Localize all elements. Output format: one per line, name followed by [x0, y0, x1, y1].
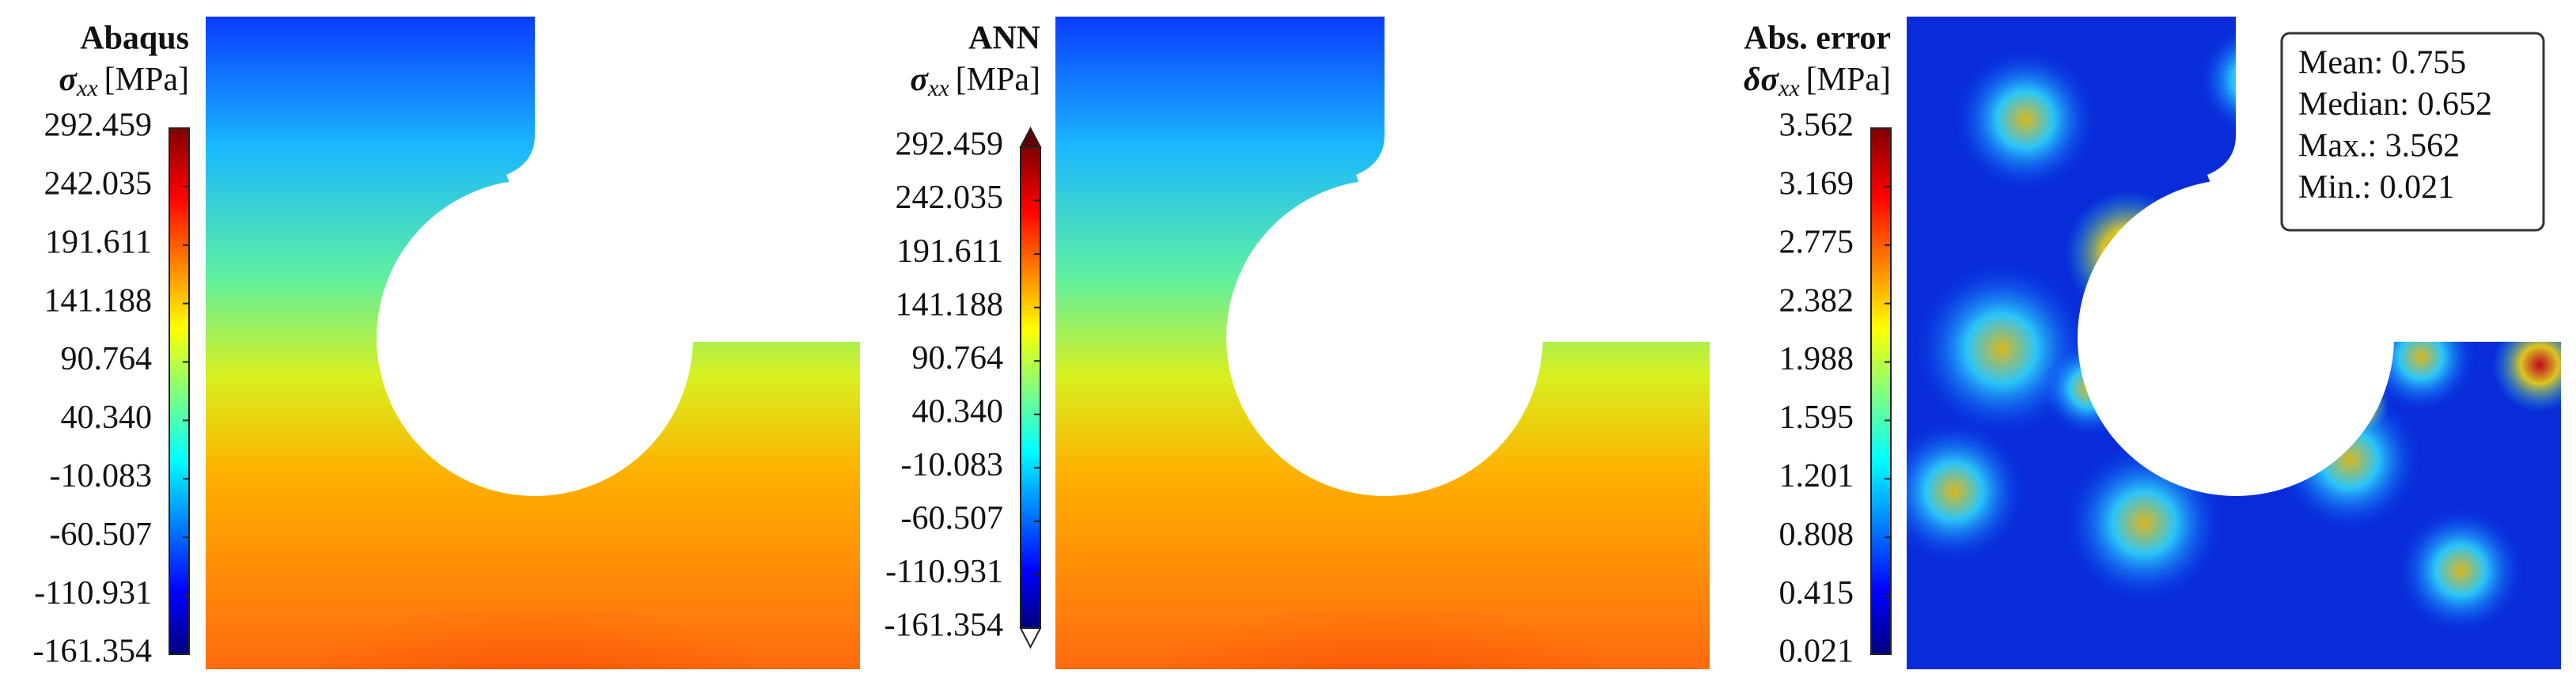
- subscript: xx: [76, 75, 98, 101]
- error-hotspot: [1954, 48, 2097, 191]
- field-plot: [1052, 17, 1717, 693]
- panel-title: ANN: [968, 21, 1040, 57]
- colorbar-extend: [1019, 126, 1042, 148]
- tick-label: 90.764: [912, 340, 1004, 377]
- error-hotspot: [2492, 317, 2576, 412]
- tick-label: -110.931: [885, 554, 1003, 590]
- unit: [MPa]: [956, 62, 1040, 98]
- panel: ANN σxx [MPa] 292.459 242.035 191.611 141.188 9…: [885, 17, 1717, 693]
- error-hotspot: [2397, 507, 2524, 634]
- field-plot: [1883, 17, 2576, 669]
- error-hotspot: [2065, 191, 2191, 317]
- tick-label: 2.382: [1779, 282, 1854, 319]
- stat-line: Median: 0.652: [2298, 86, 2492, 123]
- tick-label: 292.459: [896, 127, 1004, 163]
- stat-line: Min.: 0.021: [2298, 169, 2454, 206]
- colorbar-extend: [1019, 627, 1042, 649]
- panel-title: Abaqus: [80, 21, 189, 57]
- tick-label: 0.415: [1779, 575, 1854, 612]
- tick-label: 0.021: [1779, 634, 1854, 670]
- field-hot: [203, 408, 867, 693]
- symbol: σ: [910, 62, 929, 98]
- tick-label: 0.808: [1779, 517, 1854, 553]
- tick-label: -10.083: [901, 447, 1004, 483]
- colorbar: [169, 127, 190, 655]
- tick-label: 1.201: [1779, 458, 1854, 494]
- tick-label: 40.340: [61, 400, 153, 436]
- tick-label: 141.188: [896, 286, 1004, 323]
- subscript: xx: [1778, 75, 1800, 101]
- colorbar: [1020, 146, 1041, 629]
- quantity-label: σxx [MPa]: [910, 62, 1040, 101]
- tick-label: 90.764: [61, 341, 153, 377]
- error-hotspot: [2326, 373, 2389, 436]
- tick-label: 191.611: [45, 224, 152, 260]
- colorbar: [1870, 127, 1892, 655]
- unit: [MPa]: [104, 62, 189, 98]
- error-hotspot: [2041, 341, 2136, 436]
- error-hotspot: [2065, 444, 2223, 602]
- symbol: σ: [59, 62, 78, 98]
- tick-label: 1.595: [1779, 400, 1854, 436]
- tick-label: 191.611: [896, 233, 1003, 270]
- tick-label: -161.354: [885, 608, 1004, 644]
- tick-label: 3.562: [1779, 108, 1854, 144]
- tick-label: -60.507: [901, 501, 1004, 537]
- tick-label: 40.340: [912, 393, 1004, 430]
- panel-title: Abs. error: [1744, 21, 1891, 57]
- tick-label: -10.083: [50, 458, 153, 494]
- tick-label: -161.354: [33, 634, 153, 670]
- symbol: δσ: [1744, 62, 1780, 98]
- stats: Mean: 0.755 Median: 0.652 Max.: 3.562 Min.:…: [2298, 45, 2492, 206]
- tick-label: 3.169: [1779, 166, 1854, 203]
- field-plot: [203, 17, 867, 693]
- unit: [MPa]: [1806, 62, 1891, 98]
- tick-label: 2.775: [1779, 224, 1854, 260]
- error-hotspot: [1883, 420, 2025, 562]
- tick-label: 242.035: [44, 166, 153, 203]
- field-hot: [1052, 408, 1717, 693]
- tick-label: -60.507: [50, 517, 153, 553]
- tick-label: 242.035: [896, 180, 1004, 216]
- subscript: xx: [927, 75, 949, 101]
- stat-line: Max.: 3.562: [2298, 128, 2460, 165]
- error-hotspot: [2366, 301, 2476, 412]
- tick-label: 292.459: [44, 108, 153, 144]
- quantity-label: δσxx [MPa]: [1744, 62, 1891, 101]
- tick-label: 141.188: [44, 282, 153, 319]
- stat-line: Mean: 0.755: [2298, 45, 2466, 81]
- tick-label: 1.988: [1779, 341, 1854, 377]
- tick-label: -110.931: [34, 575, 152, 612]
- stats-box: [2280, 32, 2545, 232]
- panel: Abs. error δσxx [MPa] 3.562 3.169 2.775 2.382 1…: [1744, 17, 2576, 670]
- error-hotspot: [2279, 388, 2421, 531]
- quantity-label: σxx [MPa]: [59, 62, 189, 101]
